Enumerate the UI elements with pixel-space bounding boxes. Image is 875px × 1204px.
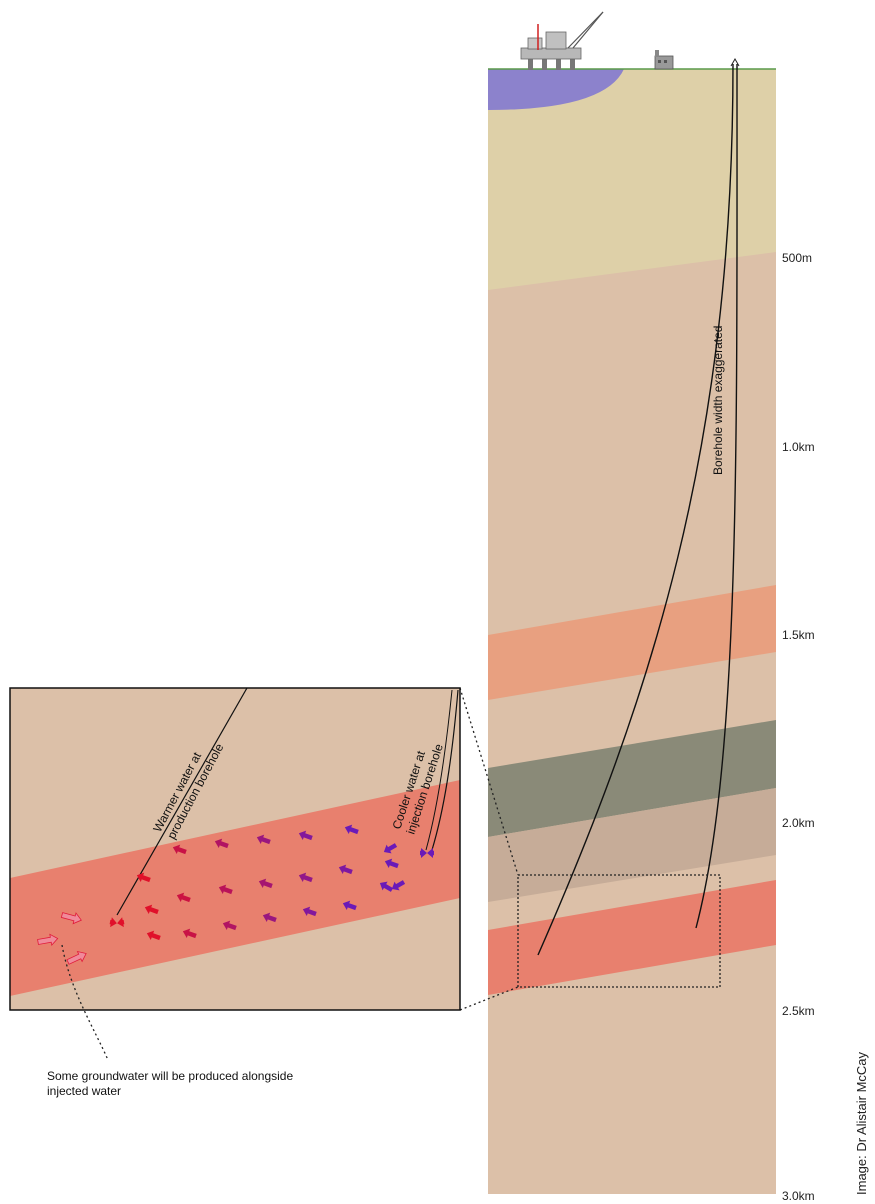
flow-arrow xyxy=(298,872,313,883)
flow-arrow xyxy=(214,838,229,849)
injection-borehole xyxy=(695,63,738,929)
injection-flow-arrow xyxy=(383,843,398,854)
flow-arrow xyxy=(136,872,151,883)
groundwater-inflow-arrow xyxy=(60,912,82,925)
flow-arrow xyxy=(172,844,187,855)
orange-rock-layer xyxy=(488,585,776,700)
flow-arrow xyxy=(176,892,191,903)
onshore-building-icon xyxy=(654,50,674,70)
depth-label-1km: 1.0km xyxy=(782,440,815,454)
inset-frame xyxy=(9,687,461,1011)
flow-arrow xyxy=(182,928,197,939)
injection-flow-arrow xyxy=(379,881,394,892)
depth-label-2-5km: 2.5km xyxy=(782,1004,815,1018)
grey-rock-layer xyxy=(488,720,776,837)
borehole-top-marker xyxy=(730,57,740,67)
flow-arrow xyxy=(344,824,359,835)
depth-label-1-5km: 1.5km xyxy=(782,628,815,642)
surface-sediment-layer xyxy=(488,69,776,290)
flow-arrow xyxy=(146,930,161,941)
offshore-platform-icon xyxy=(520,11,604,70)
borehole-note-label: Borehole width exaggerated xyxy=(711,326,725,475)
borehole-tip-arrow xyxy=(117,917,125,928)
borehole-tip-arrow xyxy=(420,848,427,858)
depth-label-3km: 3.0km xyxy=(782,1189,815,1203)
production-borehole xyxy=(537,63,734,956)
groundwater-inflow-arrow xyxy=(37,933,59,947)
flow-arrow xyxy=(256,834,271,845)
aquifer-layer xyxy=(488,880,776,995)
zoom-connector-bottom xyxy=(459,986,519,1011)
flow-arrow xyxy=(262,912,277,923)
groundwater-leader-line xyxy=(61,944,109,1061)
flow-arrows xyxy=(37,824,434,965)
flow-arrow xyxy=(144,904,159,915)
borehole-tip-arrow xyxy=(427,848,434,858)
depth-label-2km: 2.0km xyxy=(782,816,815,830)
groundwater-note-line2: injected water xyxy=(47,1084,121,1098)
flow-arrow xyxy=(302,906,317,917)
flow-arrow xyxy=(342,900,357,911)
sea xyxy=(488,69,624,110)
zoom-region-box xyxy=(517,874,721,988)
flow-arrow xyxy=(384,858,399,869)
flow-arrow xyxy=(258,878,273,889)
flow-arrow xyxy=(218,884,233,895)
borehole-tip-arrow xyxy=(109,917,117,928)
flow-arrow xyxy=(338,864,353,875)
injection-flow-arrow xyxy=(391,880,406,891)
depth-label-500m: 500m xyxy=(782,251,812,265)
inset-aquifer-layer xyxy=(10,780,460,996)
boreholes xyxy=(537,57,740,956)
groundwater-note-line1: Some groundwater will be produced alongs… xyxy=(47,1069,293,1083)
geological-column xyxy=(488,69,776,1194)
image-credit: Image: Dr Alistair McCay xyxy=(854,1051,869,1195)
depth-scale: 500m 1.0km 1.5km 2.0km 2.5km 3.0km xyxy=(782,251,815,1203)
inset-zoom-view: Warmer water at production borehole Cool… xyxy=(9,687,461,1011)
flow-arrow xyxy=(298,830,313,841)
inset-injection-borehole xyxy=(431,689,459,851)
flow-arrow xyxy=(222,920,237,931)
grey-brown-rock-layer xyxy=(488,788,776,902)
groundwater-inflow-arrow xyxy=(66,950,87,965)
